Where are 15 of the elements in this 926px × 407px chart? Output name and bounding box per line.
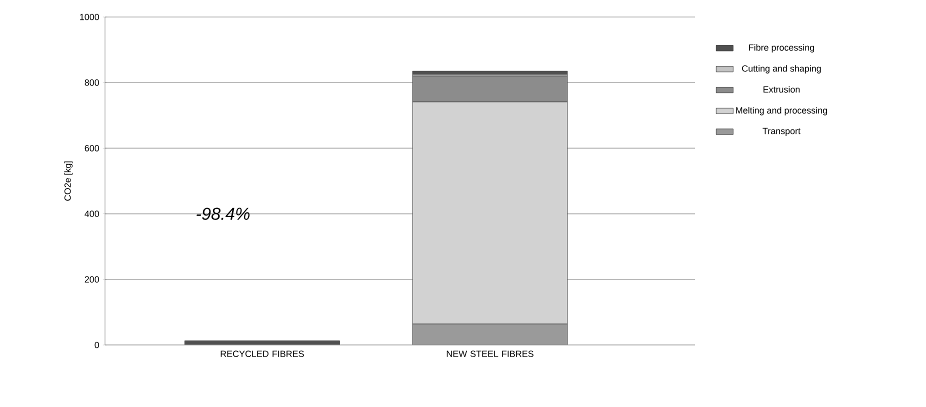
legend-label: Melting and processing: [736, 106, 827, 116]
y-tick-label: 400: [84, 210, 100, 217]
y-tick-label: 800: [84, 79, 100, 86]
y-axis-title: CO2e [kg]: [64, 161, 73, 201]
y-tick-label: 0: [94, 342, 100, 348]
annotation: -98.4%: [196, 208, 250, 220]
text: Extrusion: [764, 86, 800, 93]
x-tick-label: NEW STEEL FIBRES: [446, 350, 534, 357]
legend-label: Cutting and shaping: [742, 65, 821, 74]
y-tick-label: 600: [84, 145, 100, 152]
text: Transport: [762, 128, 800, 136]
legend-label: Fibre processing: [749, 44, 814, 52]
y-tick-label: 200: [84, 276, 100, 283]
x-tick-label: RECYCLED FIBRES: [220, 350, 304, 357]
y-tick-label: 1000: [80, 14, 100, 20]
